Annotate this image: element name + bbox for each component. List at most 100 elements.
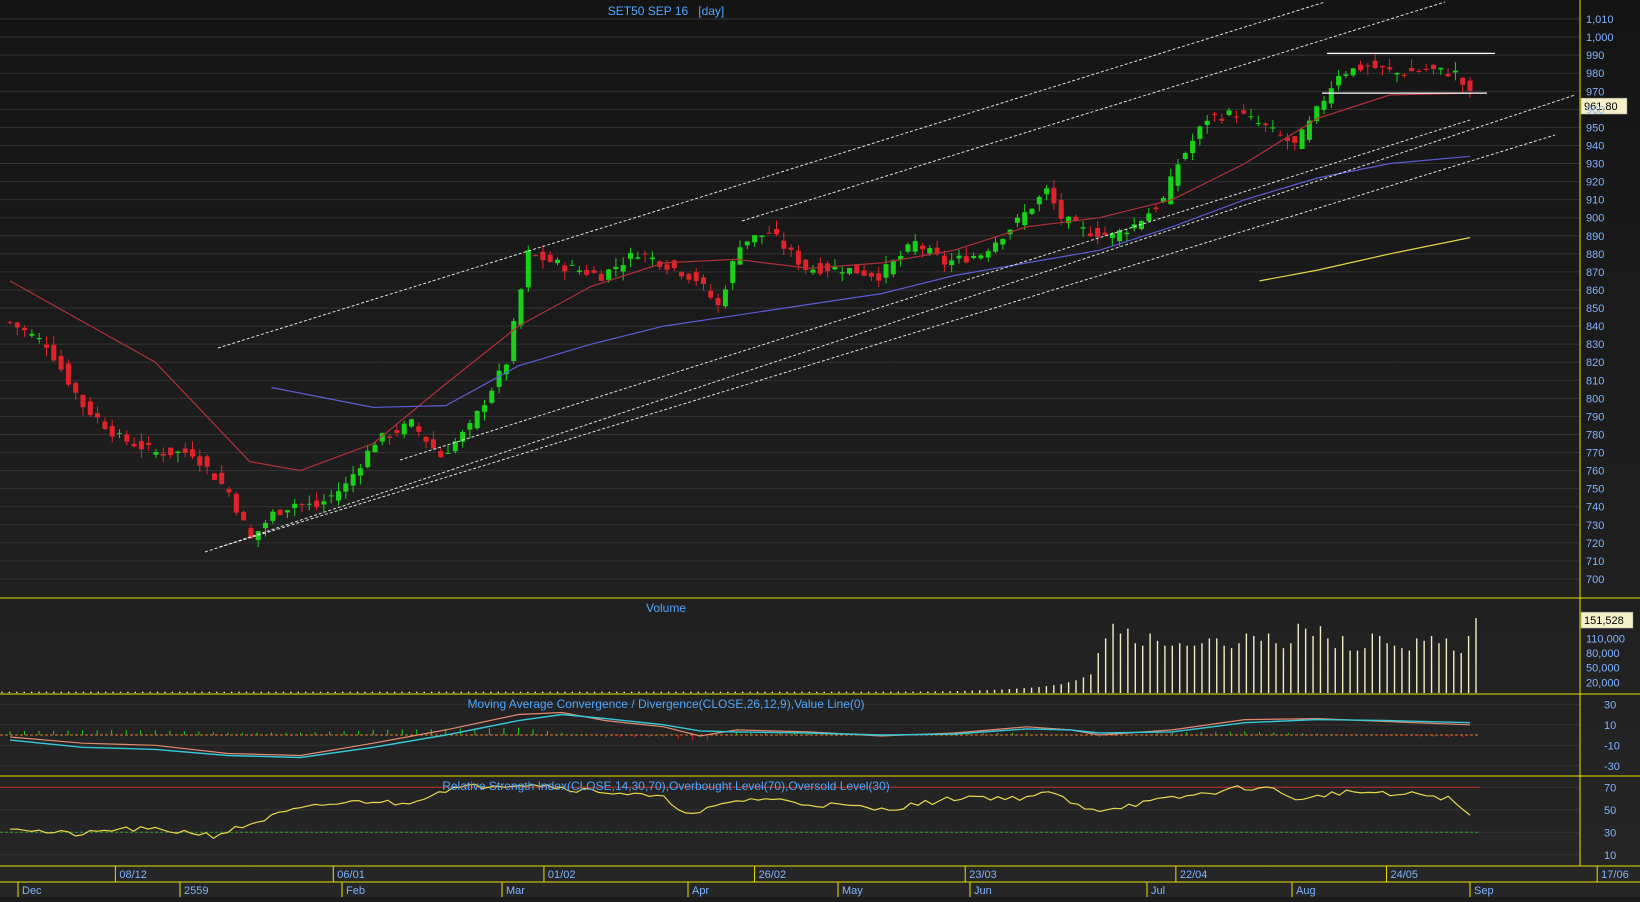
rsi-panel[interactable]	[0, 783, 1480, 840]
candle-body[interactable]	[1372, 60, 1378, 69]
candle-body[interactable]	[817, 263, 823, 274]
candle-body[interactable]	[1073, 216, 1079, 221]
candle-body[interactable]	[401, 423, 407, 435]
candle-body[interactable]	[219, 472, 225, 484]
candle-body[interactable]	[1467, 80, 1473, 91]
candle-body[interactable]	[1306, 120, 1312, 140]
candle-body[interactable]	[759, 235, 765, 238]
candle-body[interactable]	[365, 450, 371, 468]
candle-body[interactable]	[430, 439, 436, 449]
trend-channel-line[interactable]	[217, 1, 1326, 349]
candle-body[interactable]	[861, 270, 867, 276]
candle-body[interactable]	[847, 268, 852, 274]
candle-body[interactable]	[569, 264, 575, 266]
candle-body[interactable]	[1219, 118, 1225, 121]
candle-body[interactable]	[452, 441, 458, 452]
candle-body[interactable]	[423, 436, 429, 442]
candle-body[interactable]	[1241, 110, 1247, 114]
candle-body[interactable]	[336, 491, 341, 501]
candle-body[interactable]	[606, 269, 612, 280]
candle-body[interactable]	[956, 255, 962, 259]
candle-body[interactable]	[620, 265, 626, 272]
candle-body[interactable]	[1051, 187, 1057, 204]
candle-body[interactable]	[1336, 76, 1342, 86]
candle-body[interactable]	[387, 436, 393, 438]
candle-body[interactable]	[482, 405, 487, 412]
candle-body[interactable]	[168, 447, 174, 456]
candle-body[interactable]	[36, 337, 42, 340]
candle-body[interactable]	[949, 260, 955, 266]
candle-body[interactable]	[1087, 233, 1093, 237]
candle-body[interactable]	[642, 253, 648, 255]
candle-body[interactable]	[1452, 70, 1458, 73]
candle-body[interactable]	[1014, 217, 1020, 223]
candle-body[interactable]	[1285, 137, 1290, 142]
candle-body[interactable]	[1168, 176, 1174, 205]
candle-body[interactable]	[350, 474, 356, 486]
candle-body[interactable]	[496, 370, 502, 387]
candle-body[interactable]	[803, 259, 809, 270]
candle-body[interactable]	[1401, 74, 1407, 76]
candle-body[interactable]	[978, 255, 984, 259]
candle-body[interactable]	[292, 503, 298, 509]
candle-body[interactable]	[117, 433, 122, 435]
candle-body[interactable]	[80, 394, 86, 408]
candle-body[interactable]	[1460, 77, 1466, 85]
candle-body[interactable]	[927, 248, 933, 254]
candle-body[interactable]	[489, 390, 495, 403]
candle-body[interactable]	[372, 444, 378, 453]
candle-body[interactable]	[693, 272, 699, 282]
candle-body[interactable]	[1350, 68, 1356, 76]
candle-body[interactable]	[722, 289, 728, 307]
candle-body[interactable]	[44, 344, 49, 348]
candle-body[interactable]	[1270, 127, 1276, 129]
candle-body[interactable]	[138, 440, 144, 450]
trend-channel-line[interactable]	[219, 134, 1556, 548]
candle-body[interactable]	[1292, 136, 1298, 143]
candle-body[interactable]	[576, 270, 582, 273]
candle-body[interactable]	[613, 266, 619, 269]
candle-body[interactable]	[1029, 208, 1035, 214]
candle-body[interactable]	[591, 270, 597, 273]
candle-body[interactable]	[686, 273, 692, 280]
candle-body[interactable]	[1182, 153, 1188, 159]
candle-body[interactable]	[226, 489, 232, 493]
candle-body[interactable]	[197, 456, 203, 466]
volume-panel[interactable]: 151,528	[1, 611, 1634, 693]
candle-body[interactable]	[1036, 196, 1042, 205]
candle-body[interactable]	[102, 421, 108, 430]
candle-body[interactable]	[95, 413, 101, 418]
candle-body[interactable]	[7, 321, 13, 323]
candle-body[interactable]	[1321, 100, 1327, 110]
candle-body[interactable]	[153, 451, 159, 455]
candle-body[interactable]	[905, 244, 911, 252]
candle-body[interactable]	[1146, 213, 1152, 222]
candle-body[interactable]	[1066, 216, 1071, 224]
candle-body[interactable]	[547, 254, 553, 262]
candle-body[interactable]	[416, 426, 422, 432]
candle-body[interactable]	[737, 247, 743, 265]
trend-channel-line[interactable]	[741, 1, 1446, 222]
candle-body[interactable]	[1431, 64, 1436, 69]
candle-body[interactable]	[562, 265, 568, 272]
candle-body[interactable]	[1328, 88, 1334, 104]
candle-body[interactable]	[1117, 230, 1123, 242]
candle-body[interactable]	[1314, 106, 1320, 122]
candle-body[interactable]	[270, 511, 276, 521]
candle-body[interactable]	[876, 273, 882, 281]
candle-body[interactable]	[1263, 123, 1269, 126]
candle-body[interactable]	[445, 452, 451, 454]
candle-body[interactable]	[503, 364, 509, 375]
candle-body[interactable]	[182, 448, 188, 454]
candle-body[interactable]	[671, 260, 677, 268]
candle-body[interactable]	[715, 297, 721, 305]
candle-body[interactable]	[1358, 64, 1363, 71]
candle-body[interactable]	[1153, 207, 1159, 209]
candle-body[interactable]	[883, 264, 889, 278]
candle-body[interactable]	[1277, 134, 1283, 136]
candle-body[interactable]	[795, 250, 801, 265]
candle-body[interactable]	[1445, 74, 1451, 77]
candle-body[interactable]	[511, 321, 517, 362]
candle-body[interactable]	[1102, 232, 1108, 235]
candle-body[interactable]	[555, 259, 560, 264]
